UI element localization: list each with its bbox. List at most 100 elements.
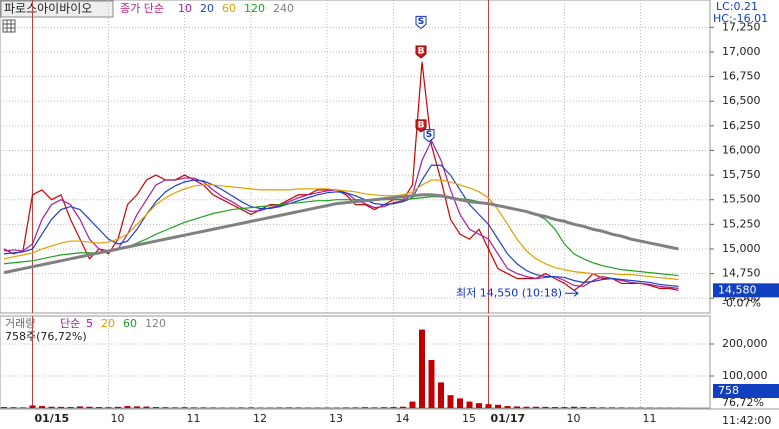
legend-entry: 120 [244, 2, 265, 15]
ratio-label: 76,72% [722, 396, 764, 409]
volume-bar [153, 407, 159, 408]
volume-bar [238, 407, 245, 408]
last-volume-label: 758 [718, 384, 739, 397]
volume-bar [552, 407, 558, 408]
signal-label: S [418, 17, 424, 27]
volume-bar [67, 407, 74, 408]
volume-bar [533, 406, 539, 408]
volume-bar [476, 403, 482, 408]
volume-bar [96, 407, 102, 408]
volume-bar [523, 406, 530, 408]
volume-bar [58, 406, 64, 408]
volume-bar [276, 407, 283, 408]
signal-label: B [418, 46, 425, 56]
x-tick-label: 10 [111, 412, 125, 425]
y-tick-label: 14,750 [722, 267, 761, 280]
volume-bar [143, 406, 150, 408]
volume-bar [514, 406, 520, 408]
volume-bar [599, 407, 606, 408]
legend-entry: 20 [200, 2, 214, 15]
signal-label: S [426, 130, 432, 140]
time-label: 11:42:00 [722, 414, 771, 427]
volume-bar [210, 407, 216, 408]
lc-label: LC:0.21 [716, 0, 758, 13]
volume-bar [172, 407, 178, 408]
volume-bar [495, 404, 501, 408]
x-tick-label: 01/15 [35, 412, 70, 425]
table-icon-grid [3, 20, 15, 32]
volume-bar [381, 407, 387, 408]
volume-bar [618, 407, 625, 408]
signal-marker [423, 129, 435, 143]
x-tick-label: 12 [253, 412, 267, 425]
x-tick-label: 14 [396, 412, 410, 425]
volume-bar [590, 407, 596, 408]
y-tick-label: 16,000 [722, 143, 761, 156]
y-tick-label: 15,500 [722, 193, 761, 206]
legend-title: 종가 단순 [120, 2, 164, 15]
volume-legend-entry: 120 [145, 317, 166, 330]
volume-bar [571, 406, 577, 408]
moving-average-line [3, 193, 679, 275]
last-volume-box [713, 384, 779, 398]
volume-bar [428, 360, 435, 408]
volume-bar [124, 406, 131, 408]
volume-bar [419, 329, 425, 408]
volume-bar [542, 406, 549, 408]
volume-legend-entry: 20 [101, 317, 115, 330]
volume-bar [438, 382, 444, 408]
last-price-label: 14,580 [718, 283, 757, 296]
y-tick-label: 100,000 [722, 369, 768, 382]
volume-legend-title: 단순 [60, 317, 80, 330]
x-tick-label: 01/17 [491, 412, 526, 425]
volume-bar [1, 407, 7, 408]
volume-bar [390, 407, 397, 408]
chart-title: 파로스아이바이오 [4, 2, 92, 16]
volume-bar [371, 407, 378, 408]
y-tick-label: 15,000 [722, 242, 761, 255]
volume-bar [181, 407, 188, 408]
x-tick-label: 13 [329, 412, 343, 425]
table-icon [2, 19, 16, 33]
change-label: -0.07% [722, 296, 761, 309]
y-tick-label: 200,000 [722, 337, 768, 350]
volume-bar [86, 406, 93, 408]
volume-legend-entry: 5 [86, 317, 93, 330]
volume-bar [485, 404, 492, 408]
volume-title: 거래량 [5, 317, 35, 330]
x-tick-label: 15 [462, 412, 476, 425]
volume-bar [39, 406, 45, 408]
x-tick-label: 11 [187, 412, 201, 425]
volume-bar [48, 406, 55, 408]
volume-bar [343, 407, 349, 408]
y-tick-label: 15,250 [722, 217, 761, 230]
volume-bar [580, 407, 587, 408]
volume-bar [409, 401, 416, 408]
volume-bar [77, 406, 83, 408]
volume-bar [609, 407, 615, 408]
volume-bar [286, 407, 292, 408]
low-arrow [565, 289, 579, 297]
moving-average-line [3, 164, 679, 287]
hc-label: HC:-16.01 [713, 12, 768, 25]
legend-entry: 240 [273, 2, 294, 15]
x-tick-label: 11 [643, 412, 657, 425]
volume-bar [200, 407, 207, 408]
volume-bar [134, 406, 140, 408]
title-box [0, 0, 114, 18]
moving-average-line [3, 179, 679, 281]
volume-legend-entry: 60 [123, 317, 137, 330]
volume-bar [248, 407, 254, 408]
volume-bar [10, 407, 17, 408]
volume-bar [115, 406, 121, 408]
volume-bar [105, 407, 112, 408]
low-annotation: 최저 14,550 (10:18) [456, 286, 562, 299]
volume-bar [20, 407, 26, 408]
last-price-box [713, 283, 779, 298]
signal-marker [415, 15, 427, 30]
legend-entry: 60 [222, 2, 236, 15]
signal-label: B [418, 120, 425, 130]
volume-bar [457, 398, 463, 408]
